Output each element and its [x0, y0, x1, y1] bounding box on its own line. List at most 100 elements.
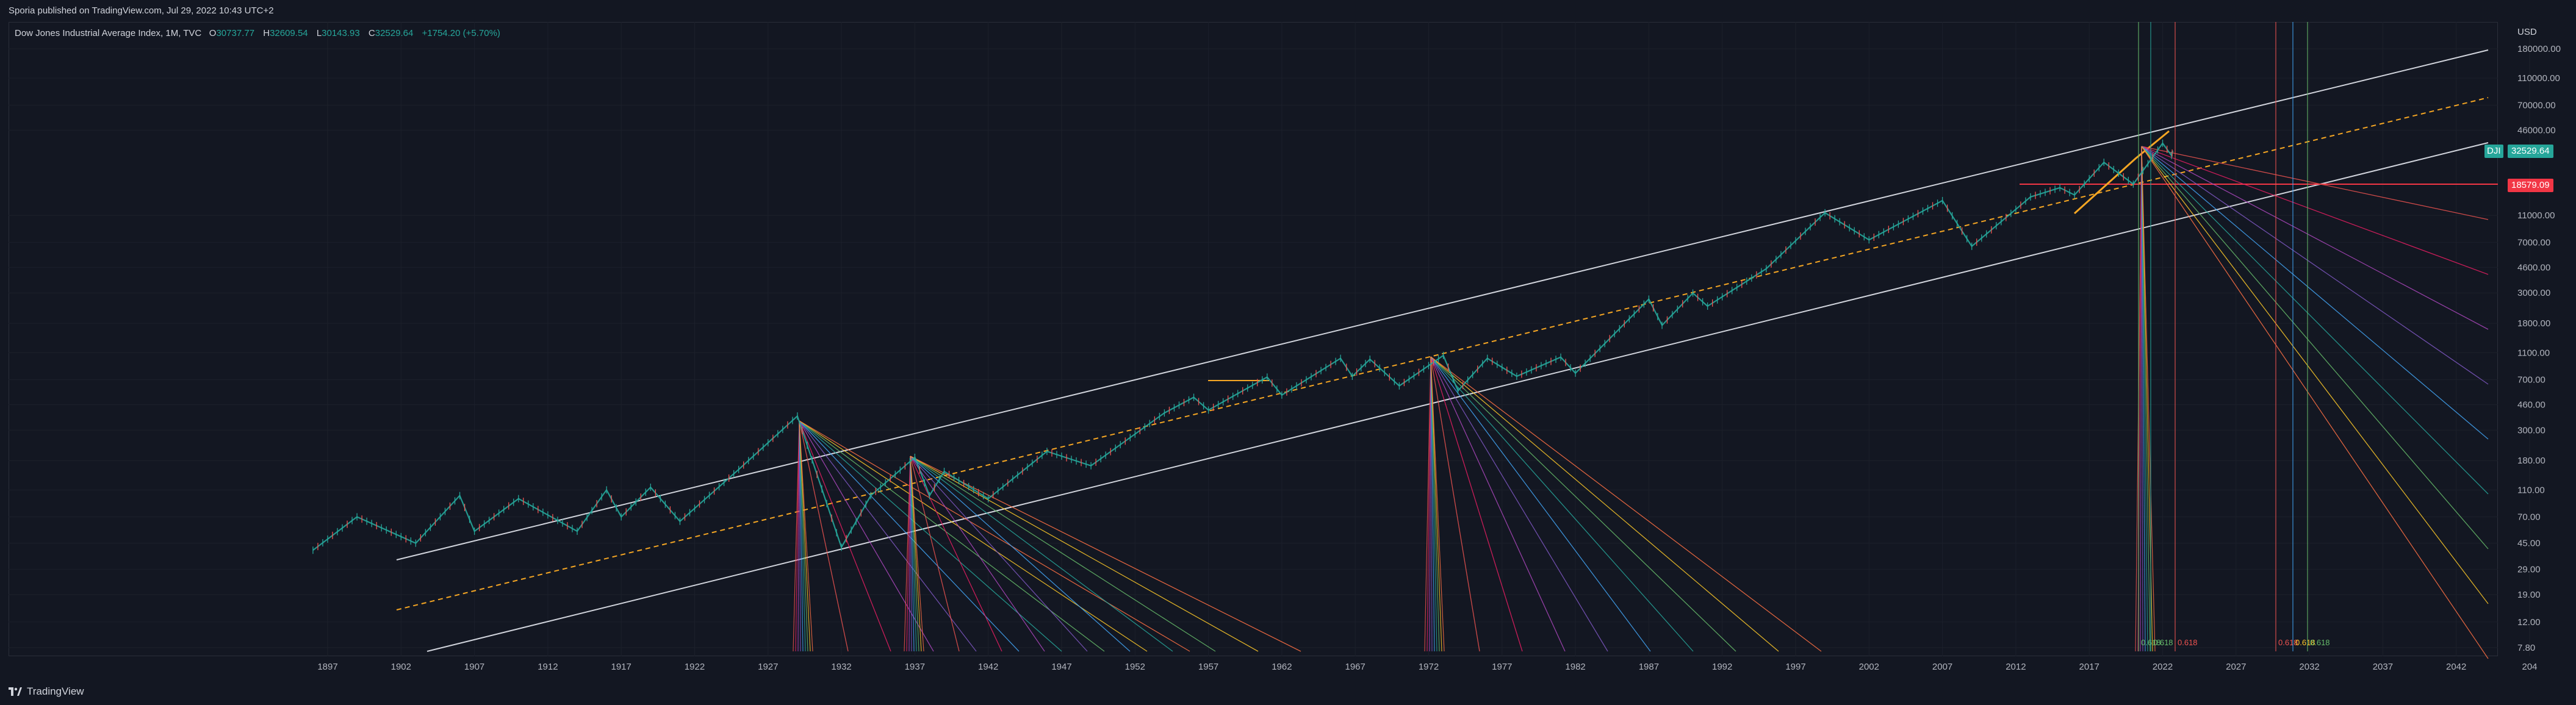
fib-fan-line: [1430, 356, 1822, 652]
fib-time-line: [799, 420, 811, 652]
horizontal-line-price-badge: 18579.09: [2508, 179, 2553, 192]
fib-time-line: [799, 420, 804, 652]
fib-time-line: [910, 456, 912, 652]
fib-fan-line: [1430, 356, 1608, 652]
fib-fan-line: [910, 456, 1131, 652]
currency-label: USD: [2517, 27, 2537, 37]
fib-fan-line: [2141, 146, 2489, 275]
chart-pane[interactable]: [9, 22, 2498, 656]
fib-time-line: [1430, 356, 1433, 652]
fib-fan-line: [910, 456, 1173, 652]
fib-time-line: [1424, 356, 1431, 652]
fib-fan-line: [1430, 356, 1523, 652]
time-tick-label: 1972: [1419, 662, 1439, 672]
time-tick-label: 1922: [685, 662, 705, 672]
fib-time-line: [1430, 356, 1445, 652]
price-tick-label: 700.00: [2517, 374, 2545, 385]
fib-fan-line: [1430, 356, 1694, 652]
fib-fan-line: [799, 420, 977, 652]
time-tick-label: 1917: [611, 662, 631, 672]
time-tick-label: 1982: [1565, 662, 1585, 672]
time-tick-label: 204: [2522, 662, 2537, 672]
price-tick-label: 3000.00: [2517, 288, 2550, 298]
publish-header: Sporia published on TradingView.com, Jul…: [0, 0, 2576, 22]
price-tick-label: 110000.00: [2517, 73, 2560, 84]
price-tick-label: 1100.00: [2517, 348, 2550, 358]
time-tick-label: 1912: [538, 662, 558, 672]
legend-high-label: H: [263, 28, 270, 38]
time-tick-label: 2022: [2153, 662, 2173, 672]
time-tick-label: 1977: [1492, 662, 1512, 672]
fib-time-line: [799, 420, 801, 652]
fib-time-line: [799, 420, 806, 652]
fib-time-line: [1429, 356, 1431, 652]
price-tick-label: 70.00: [2517, 512, 2541, 523]
legend-low: 30143.93: [322, 28, 360, 38]
symbol-legend[interactable]: Dow Jones Industrial Average Index, 1M, …: [15, 28, 500, 38]
fib-time-line: [904, 456, 911, 652]
time-tick-label: 1937: [905, 662, 925, 672]
price-tick-label: 7000.00: [2517, 237, 2550, 248]
price-tick-label: 460.00: [2517, 399, 2545, 410]
fib-time-line: [910, 456, 915, 652]
legend-change: +1754.20 (+5.70%): [422, 28, 500, 38]
tradingview-brand[interactable]: TradingView: [9, 685, 84, 698]
price-tick-label: 1800.00: [2517, 318, 2550, 329]
last-price-badge: 32529.64: [2508, 145, 2553, 158]
time-tick-label: 2037: [2373, 662, 2393, 672]
publish-text: Sporia published on TradingView.com, Jul…: [9, 5, 274, 16]
legend-symbol: Dow Jones Industrial Average Index, 1M, …: [15, 28, 202, 38]
fib-time-line: [1430, 356, 1440, 652]
price-tick-label: 12.00: [2517, 617, 2541, 628]
fib-time-line: [2141, 146, 2151, 652]
legend-open: 30737.77: [216, 28, 255, 38]
channel-lower-line: [426, 142, 2489, 652]
time-tick-label: 1947: [1051, 662, 1071, 672]
price-series-line: [312, 142, 2174, 551]
time-tick-label: 2027: [2226, 662, 2246, 672]
legend-high: 32609.54: [270, 28, 308, 38]
fib-time-line: [2141, 146, 2143, 652]
fib-fan-line: [799, 420, 849, 652]
fib-time-line: [795, 420, 800, 652]
fib-time-line: [797, 420, 800, 652]
fib-time-line: [2141, 146, 2146, 652]
legend-open-label: O: [209, 28, 217, 38]
time-tick-label: 1927: [758, 662, 778, 672]
fib-fan-line: [799, 420, 1148, 652]
fib-time-line: [1427, 356, 1431, 652]
fib-fan-line: [799, 420, 1190, 652]
fib-fan-line: [2141, 146, 2489, 604]
fib-fan-line: [910, 456, 1045, 652]
price-tick-label: 45.00: [2517, 539, 2541, 549]
time-tick-label: 1967: [1345, 662, 1365, 672]
fib-fan-line: [2141, 146, 2489, 549]
channel-upper-line: [396, 49, 2489, 560]
time-tick-label: 1942: [978, 662, 998, 672]
price-tick-label: 70000.00: [2517, 100, 2556, 110]
legend-close: 32529.64: [375, 28, 414, 38]
fib-time-line: [793, 420, 800, 652]
fib-fan-line: [1430, 356, 1736, 652]
time-tick-label: 2007: [1932, 662, 1952, 672]
price-tick-label: 4600.00: [2517, 262, 2550, 273]
price-tick-label: 11000.00: [2517, 210, 2555, 221]
price-tick-label: 46000.00: [2517, 125, 2556, 135]
fib-time-line: [1430, 356, 1435, 652]
time-tick-label: 1897: [317, 662, 337, 672]
price-tick-label: 19.00: [2517, 590, 2541, 600]
fib-fan-line: [910, 456, 1002, 652]
price-tick-label: 180000.00: [2517, 44, 2561, 54]
symbol-badge: DJI: [2484, 145, 2503, 158]
fib-fan-line: [1430, 356, 1480, 652]
fib-ratio-label: 0.618: [2295, 638, 2315, 647]
fib-fan-line: [2141, 146, 2489, 659]
fib-fan-line: [910, 456, 1088, 652]
fib-fan-line: [799, 420, 891, 652]
time-tick-label: 1952: [1125, 662, 1145, 672]
fib-fan-line: [2141, 146, 2489, 220]
time-tick-label: 1907: [464, 662, 484, 672]
time-tick-label: 1957: [1198, 662, 1218, 672]
fib-fan-line: [1430, 356, 1651, 652]
